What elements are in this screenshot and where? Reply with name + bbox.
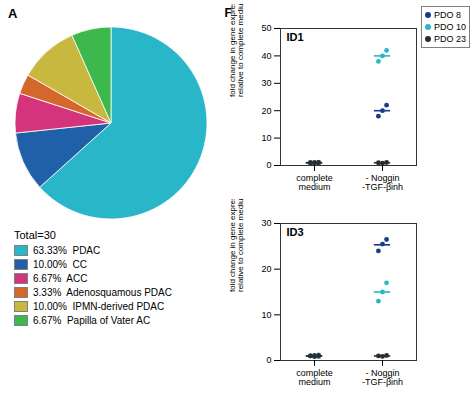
html-text:6.67% Papilla of Vater AC: 6.67% Papilla of Vater AC [33, 315, 151, 326]
svg-text:ID1: ID1 [287, 31, 304, 43]
svg-text:30: 30 [261, 218, 271, 228]
svg-text:50: 50 [261, 23, 271, 33]
svg-text:20: 20 [261, 264, 271, 274]
svg-text:- Noggin-TGF-βinh: - Noggin-TGF-βinh [362, 368, 403, 387]
svg-text:10: 10 [261, 310, 271, 320]
svg-text:30: 30 [261, 78, 271, 88]
html-text:A: A [8, 6, 18, 21]
html-text:10.00% CC: 10.00% CC [33, 259, 87, 270]
svg-text:fold change in gene expression: fold change in gene expressionrelative t… [228, 199, 245, 292]
svg-text:completemedium: completemedium [296, 173, 333, 192]
svg-text:20: 20 [261, 106, 271, 116]
html-text:PDO 23: PDO 23 [434, 34, 466, 44]
html-text:3.33% Adenosquamous PDAC: 3.33% Adenosquamous PDAC [33, 287, 172, 298]
html-text:Total=30: Total=30 [14, 229, 56, 241]
svg-text:- Noggin-TGF-βinh: - Noggin-TGF-βinh [362, 173, 403, 192]
svg-text:ID3: ID3 [287, 226, 304, 238]
svg-text:0: 0 [266, 160, 271, 170]
svg-text:fold change in gene expression: fold change in gene expressionrelative t… [228, 4, 245, 97]
svg-text:0: 0 [266, 355, 271, 365]
html-text:PDO 8: PDO 8 [434, 10, 461, 20]
html-text:63.33% PDAC: 63.33% PDAC [33, 245, 101, 256]
svg-text:completemedium: completemedium [296, 368, 333, 387]
html-text:PDO 10: PDO 10 [434, 22, 466, 32]
svg-text:40: 40 [261, 51, 271, 61]
html-text:6.67% ACC: 6.67% ACC [33, 273, 88, 284]
html-text:10.00% IPMN-derived PDAC: 10.00% IPMN-derived PDAC [33, 301, 165, 312]
svg-text:10: 10 [261, 133, 271, 143]
